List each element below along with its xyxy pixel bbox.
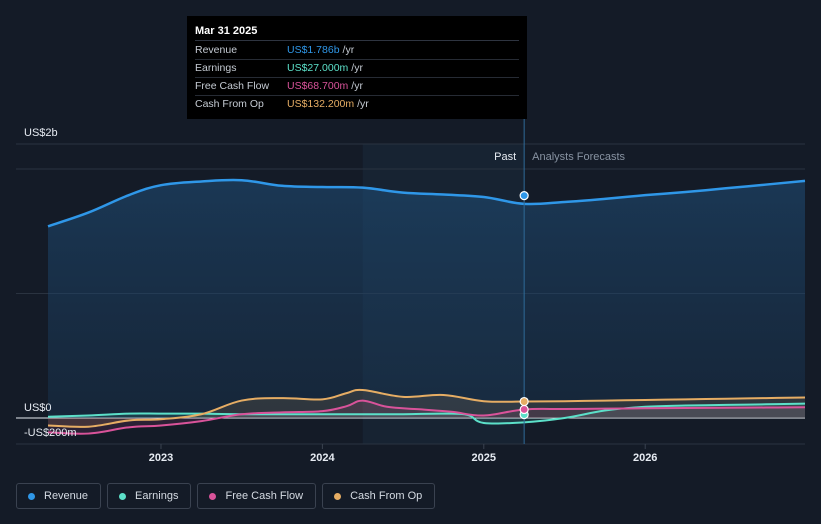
x-tick-label: 2026 [633, 452, 657, 464]
x-tick-label: 2023 [149, 452, 173, 464]
past-label: Past [494, 151, 516, 163]
tooltip-unit: /yr [351, 62, 363, 74]
legend-dot-icon [119, 492, 127, 500]
line-cash-from-op [47, 388, 806, 428]
legend-item-earnings[interactable]: Earnings [107, 483, 192, 509]
legend-label: Revenue [44, 490, 89, 502]
legend-item-cash-from-op[interactable]: Cash From Op [322, 483, 436, 509]
line-earnings [47, 402, 806, 425]
y-tick-label-zero: US$0 [24, 402, 52, 414]
tooltip-label: Cash From Op [195, 98, 264, 110]
tooltip-value: US$132.200m [287, 98, 355, 110]
tooltip: Mar 31 2025 Revenue US$1.786b /yr Earnin… [187, 16, 527, 119]
legend-item-free-cash-flow[interactable]: Free Cash Flow [197, 483, 317, 509]
legend-dot-icon [209, 492, 217, 500]
legend: Revenue Earnings Free Cash Flow Cash Fro… [16, 483, 436, 509]
tooltip-row-revenue: Revenue US$1.786b /yr [195, 42, 519, 60]
line-free-cash-flow [47, 399, 806, 435]
tooltip-row-free-cash-flow: Free Cash Flow US$68.700m /yr [195, 78, 519, 96]
marker-revenue [519, 191, 529, 201]
tooltip-unit: /yr [351, 80, 363, 92]
legend-label: Cash From Op [350, 490, 423, 502]
tooltip-value: US$1.786b [287, 44, 340, 56]
area-revenue [48, 179, 805, 418]
legend-label: Earnings [135, 490, 179, 502]
x-axis-ticks: 2023 2024 2025 2026 [149, 444, 657, 464]
tooltip-label: Free Cash Flow [195, 80, 270, 92]
x-tick-label: 2024 [310, 452, 335, 464]
area-cash-from-op [48, 389, 805, 427]
tooltip-unit: /yr [342, 44, 355, 56]
legend-dot-icon [334, 492, 342, 500]
tooltip-value: US$27.000m [287, 62, 349, 74]
series-lines [47, 178, 806, 435]
y-tick-label-bottom: -US$200m [24, 427, 77, 439]
marker-cash-from-op [519, 396, 529, 407]
tooltip-label: Earnings [195, 62, 237, 74]
tooltip-date: Mar 31 2025 [195, 22, 519, 41]
tooltip-row-earnings: Earnings US$27.000m /yr [195, 60, 519, 78]
series-markers [519, 191, 529, 420]
legend-item-revenue[interactable]: Revenue [16, 483, 102, 509]
tooltip-value: US$68.700m [287, 80, 349, 92]
forecast-label: Analysts Forecasts [532, 151, 625, 163]
x-tick-label: 2025 [472, 452, 496, 464]
line-revenue [47, 178, 806, 228]
marker-free-cash-flow [519, 404, 529, 415]
legend-label: Free Cash Flow [225, 490, 304, 502]
y-tick-label-top: US$2b [24, 127, 58, 139]
tooltip-row-cash-from-op: Cash From Op US$132.200m /yr [195, 96, 519, 113]
tooltip-label: Revenue [195, 44, 238, 56]
tooltip-unit: /yr [357, 98, 369, 110]
legend-dot-icon [28, 492, 35, 500]
